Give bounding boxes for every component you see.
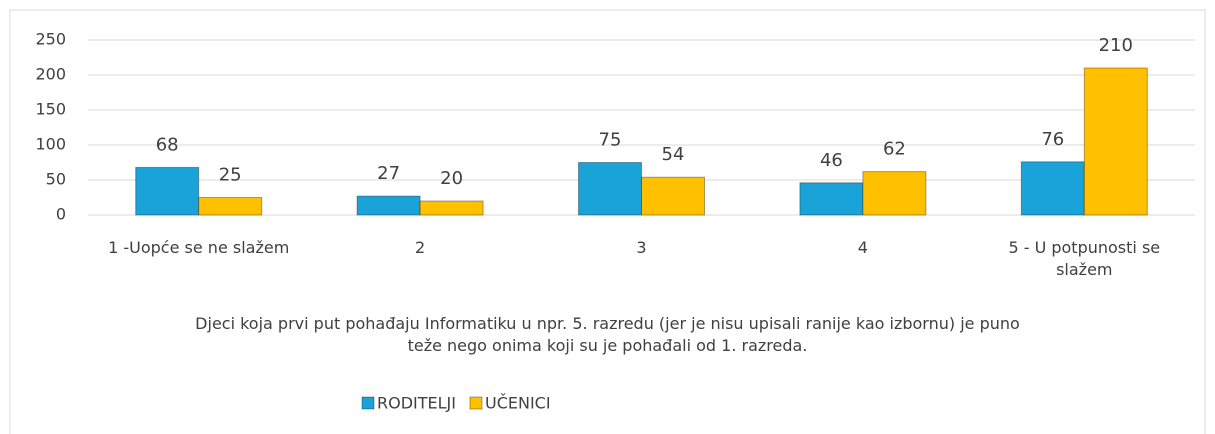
x-tick-label-box: 2 — [414, 238, 426, 257]
value-label: 54 — [662, 144, 685, 165]
y-tick-label: 200 — [35, 65, 66, 84]
value-label: 76 — [1041, 129, 1064, 150]
x-tick-label-box: 5 - U potpunosti se slažem — [1008, 238, 1161, 279]
legend-label: RODITELJI — [377, 394, 456, 413]
x-tick-label: 5 - U potpunosti se slažem — [1008, 238, 1161, 279]
x-tick-label: 3 — [636, 238, 647, 257]
value-label: 27 — [377, 163, 400, 184]
y-tick-label: 250 — [35, 30, 66, 49]
bar-bevel — [582, 166, 638, 211]
x-tick-label-box: 1 -Uopće se ne slažem — [108, 238, 290, 257]
x-tick-label: 4 — [857, 238, 868, 257]
bar-bevel — [866, 175, 922, 211]
chart-border — [9, 9, 1206, 434]
value-label: 210 — [1099, 35, 1133, 56]
y-tick-label: 100 — [35, 135, 66, 154]
y-tick-label: 0 — [56, 205, 66, 224]
y-tick-label: 150 — [35, 100, 66, 119]
x-tick-label: 1 -Uopće se ne slažem — [108, 238, 290, 257]
value-label: 62 — [883, 139, 906, 160]
legend-swatch — [469, 396, 483, 410]
x-tick-label: 2 — [414, 238, 426, 257]
bar-bevel — [645, 181, 701, 211]
value-label: 68 — [156, 134, 179, 155]
bar-bevel — [803, 186, 859, 211]
value-label: 25 — [219, 165, 242, 186]
bar-bevel — [139, 171, 195, 211]
x-tick-label-box: 4 — [857, 238, 868, 257]
x-tick-label-box: 3 — [636, 238, 647, 257]
value-label: 46 — [820, 150, 843, 171]
y-tick-label: 50 — [46, 170, 66, 189]
bar-bevel — [361, 200, 417, 211]
bar-bevel — [202, 201, 258, 211]
legend-label: UČENICI — [485, 394, 551, 413]
value-label: 20 — [440, 168, 463, 189]
value-label: 75 — [599, 130, 622, 151]
bar-bevel — [1025, 165, 1081, 211]
x-axis-title: Djeci koja prvi put pohađaju Informatiku… — [195, 314, 1020, 355]
legend-swatch — [361, 396, 375, 410]
bar-bevel — [1088, 72, 1144, 211]
bar-bevel — [424, 205, 480, 211]
x-axis-title-box: Djeci koja prvi put pohađaju Informatiku… — [195, 314, 1020, 355]
